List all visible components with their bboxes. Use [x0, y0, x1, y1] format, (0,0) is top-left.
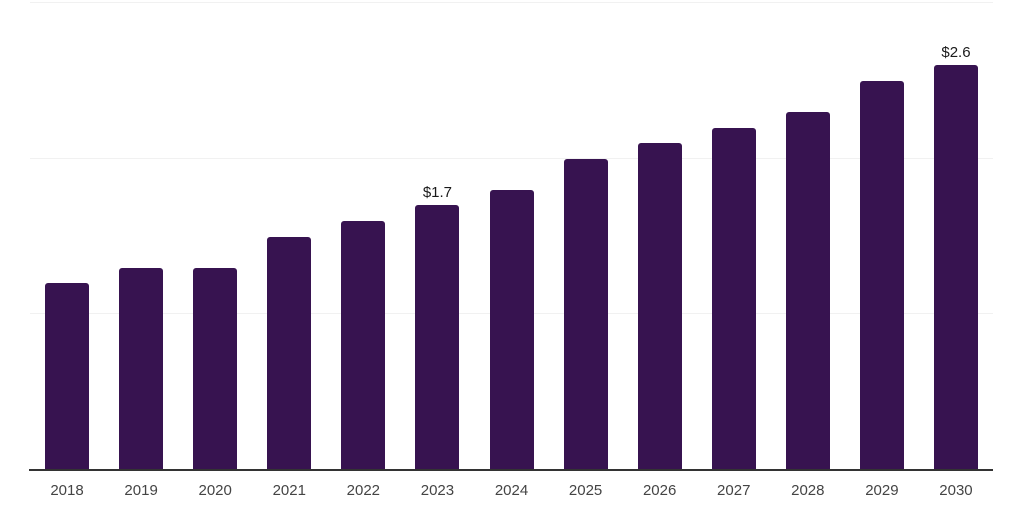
bar-slot-2021: [252, 3, 326, 470]
bar-slot-2027: [697, 3, 771, 470]
x-tick-label-2029: 2029: [865, 482, 899, 499]
x-tick-label-2020: 2020: [198, 482, 232, 499]
value-label-2023: $1.7: [422, 184, 453, 202]
x-tick-label-2021: 2021: [272, 482, 306, 499]
x-tick-label-2026: 2026: [642, 482, 677, 499]
bars-container: $1.7 $2.6: [30, 3, 993, 470]
bar-slot-2026: [623, 3, 697, 470]
bar-slot-2028: [771, 3, 845, 470]
bar-slot-2018: [30, 3, 104, 470]
bar-slot-2022: [326, 3, 400, 470]
bar-2021: [267, 236, 312, 470]
bar-2019: [119, 267, 164, 470]
bar-slot-2024: [474, 3, 548, 470]
plot-area: $1.7 $2.6: [30, 2, 993, 470]
bar-2018: [45, 283, 90, 470]
x-tick-label-2018: 2018: [50, 482, 84, 499]
bar-2026: [637, 143, 682, 470]
value-label-2030: $2.6: [941, 44, 971, 62]
bar-slot-2025: [549, 3, 623, 470]
x-axis-line: [29, 469, 993, 471]
bar-2029: [859, 80, 904, 470]
gridline: [30, 157, 993, 159]
bar-2030: $2.6: [933, 44, 978, 470]
x-axis-labels: 2018 2019 2020 2021 2022 2023 2024 2025 2026 2027…: [30, 482, 993, 499]
bar-2025: [563, 158, 608, 470]
gridline: [30, 2, 993, 3]
bar-2027: [711, 127, 756, 470]
bar-2023: $1.7: [415, 184, 460, 470]
bar-2022: [341, 220, 386, 470]
x-tick-label-2022: 2022: [346, 482, 381, 499]
x-tick-label-2027: 2027: [717, 482, 751, 499]
bar-2020: [193, 267, 238, 470]
bar-slot-2023: $1.7: [400, 3, 474, 470]
x-tick-label-2025: 2025: [568, 482, 603, 499]
x-tick-label-2030: 2030: [939, 482, 973, 499]
bar-2028: [785, 111, 830, 470]
bar-slot-2019: [104, 3, 178, 470]
bar-slot-2030: $2.6: [919, 3, 993, 470]
x-tick-label-2023: 2023: [420, 482, 455, 499]
x-tick-label-2028: 2028: [791, 482, 825, 499]
bar-2024: [489, 189, 534, 470]
bar-slot-2020: [178, 3, 252, 470]
bar-slot-2029: [845, 3, 919, 470]
x-tick-label-2019: 2019: [124, 482, 158, 499]
x-tick-label-2024: 2024: [494, 482, 529, 499]
